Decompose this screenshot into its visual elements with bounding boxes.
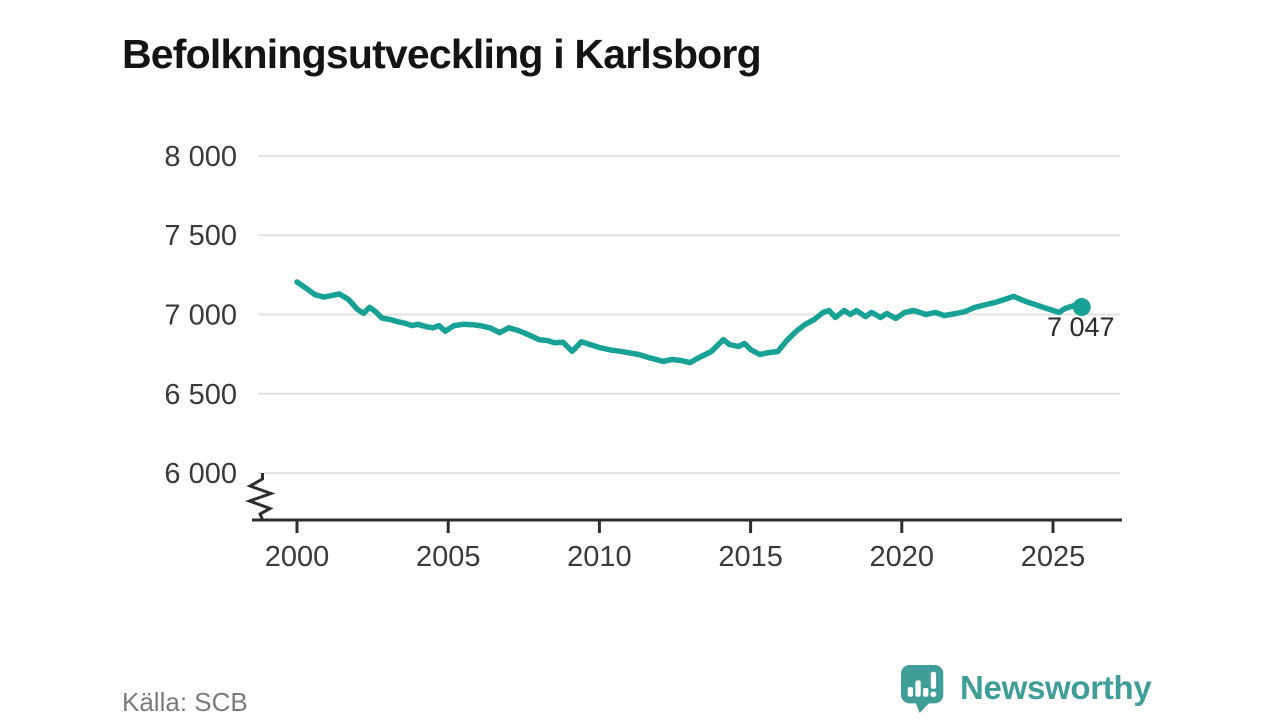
- endpoint-marker: [1072, 298, 1091, 317]
- page-title: Befolkningsutveckling i Karlsborg: [122, 31, 762, 78]
- x-tick-label: 2000: [265, 541, 330, 573]
- y-tick-label: 7 500: [164, 220, 237, 252]
- endpoint-value-label: 7 047: [1047, 312, 1115, 342]
- population-line-chart: 8 000 7 500 7 000 6 500 6 000 2000 2005 2010 201…: [164, 141, 1122, 573]
- newsworthy-wordmark: Newsworthy: [960, 669, 1152, 706]
- series-layer: 7 047: [294, 279, 1115, 366]
- x-tick-label: 2025: [1021, 541, 1086, 573]
- newsworthy-logo: Newsworthy: [900, 663, 1152, 715]
- gridlines-layer: [258, 154, 1120, 475]
- y-tick-label: 7 000: [164, 300, 237, 332]
- y-axis-break-zigzag-icon: [245, 473, 276, 521]
- x-tick-label: 2010: [567, 541, 632, 573]
- y-tick-label: 6 000: [164, 458, 237, 490]
- tick-labels-layer: 8 000 7 500 7 000 6 500 6 000 2000 2005 2010 201…: [164, 141, 1085, 573]
- population-line: [294, 279, 1085, 366]
- y-tick-label: 8 000: [164, 141, 237, 173]
- x-tick-label: 2015: [718, 541, 783, 573]
- source-note: Källa: SCB: [122, 687, 248, 717]
- x-tick-label: 2020: [870, 541, 935, 573]
- y-tick-label: 6 500: [164, 379, 237, 411]
- x-tick-label: 2005: [416, 541, 481, 573]
- newsworthy-bubble-chart-icon: [900, 664, 944, 714]
- axis-layer: [245, 473, 1122, 533]
- x-ticks-layer: [295, 521, 1055, 533]
